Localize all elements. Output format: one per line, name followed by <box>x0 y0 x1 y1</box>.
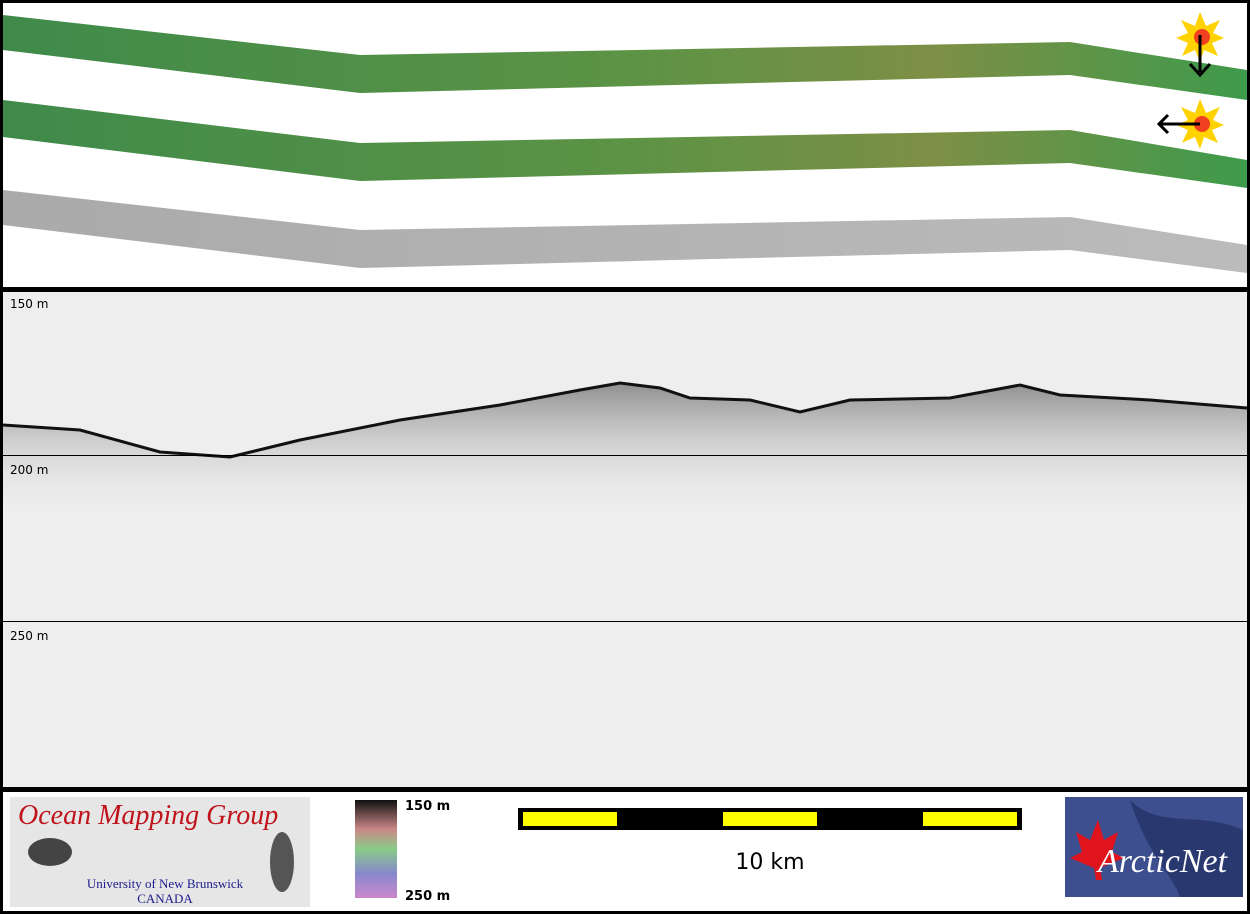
swath <box>3 100 1247 188</box>
logo-image <box>270 832 294 892</box>
logo-image <box>28 838 72 866</box>
logo-title: Ocean Mapping Group <box>18 800 278 831</box>
maple-leaf <box>1070 820 1124 880</box>
depth-label: 200 m <box>10 463 48 477</box>
map-shape <box>1130 800 1243 897</box>
swath <box>3 15 1247 100</box>
colorbar-label: 150 m <box>405 799 450 814</box>
partner-name: ArcticNet <box>1096 843 1229 880</box>
sun-icon <box>1176 12 1224 78</box>
logo-text: CANADA <box>137 891 193 906</box>
sun-icon <box>1156 99 1224 149</box>
seafloor-echo <box>3 383 1247 520</box>
depth-label: 250 m <box>10 629 48 643</box>
seafloor-line <box>2 381 1248 459</box>
swath <box>3 190 1247 273</box>
scale-bar <box>518 808 1022 830</box>
scale-label: 10 km <box>735 850 804 875</box>
logo-text: University of New Brunswick <box>87 876 244 891</box>
colorbar-label: 250 m <box>405 889 450 904</box>
colorbar <box>355 800 397 898</box>
profile-panel <box>3 292 1247 787</box>
depth-label: 150 m <box>10 297 48 311</box>
